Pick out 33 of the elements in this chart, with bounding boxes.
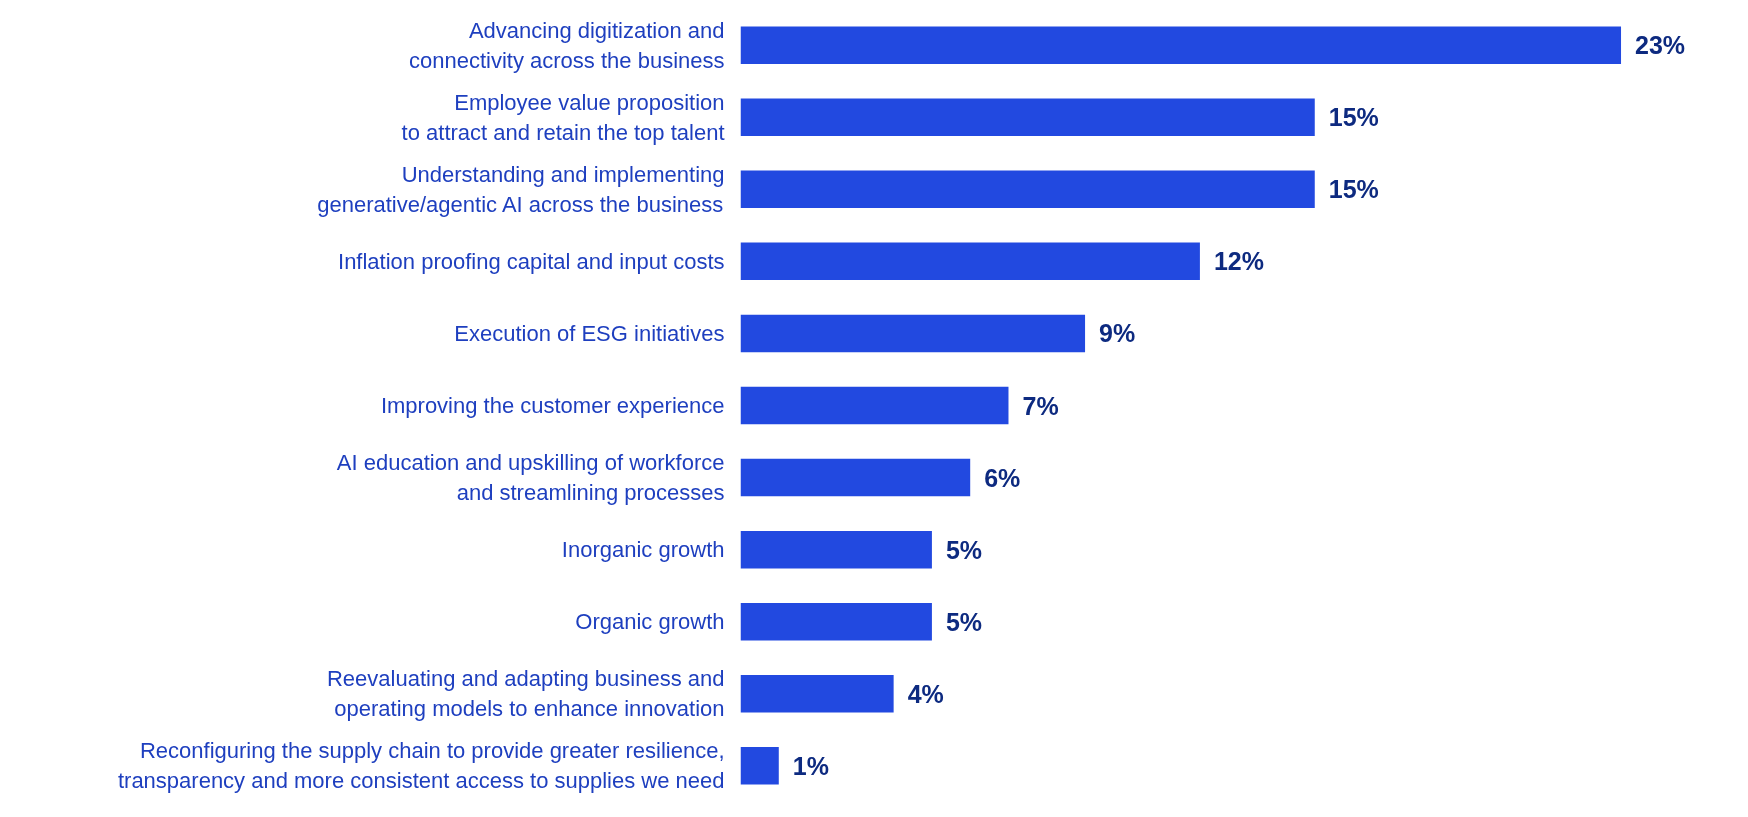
bar	[740, 98, 1315, 136]
bar	[740, 170, 1315, 209]
y-tick-label: Improving the customer experience	[380, 393, 725, 418]
bar	[740, 675, 894, 713]
bar	[740, 530, 932, 569]
bar	[740, 314, 1086, 353]
y-tick-label: Employee value proposition to attract and retain the top talent	[401, 89, 725, 145]
data-label: 15%	[1328, 175, 1379, 204]
bar	[740, 242, 1200, 281]
data-label: 1%	[792, 751, 829, 780]
data-label: 9%	[1099, 319, 1136, 348]
y-tick-label: Organic growth	[575, 609, 725, 635]
bar	[740, 458, 971, 497]
bar	[740, 26, 1622, 64]
data-label: 15%	[1328, 103, 1379, 132]
bar	[740, 602, 932, 641]
y-tick-label: AI education and upskilling of workforce and streamlining processes	[336, 450, 725, 506]
y-tick-label: Reconfiguring the supply chain to provide greater resilience, transparency and more consistent access to supplies we need	[117, 738, 725, 794]
y-tick-label: Advancing digitization and connectivity across the business	[409, 17, 725, 73]
y-tick-label: Inorganic growth	[561, 537, 725, 563]
data-label: 5%	[945, 535, 983, 564]
y-tick-label: Execution of ESG initiatives	[454, 320, 725, 346]
data-label: 4%	[907, 679, 944, 708]
data-label: 5%	[945, 607, 983, 636]
y-tick-label: Understanding and implementing generative/agentic AI across the business	[317, 161, 725, 217]
data-label: 6%	[984, 463, 1021, 492]
bar	[740, 386, 1009, 425]
bar	[740, 747, 779, 785]
data-label: 12%	[1213, 247, 1264, 276]
y-tick-label: Reevaluating and adapting business and operating models to enhance innovation	[326, 666, 725, 722]
data-label: 23%	[1635, 31, 1686, 60]
data-label: 7%	[1022, 391, 1059, 420]
y-tick-label: Inflation proofing capital and input costs	[338, 248, 725, 274]
